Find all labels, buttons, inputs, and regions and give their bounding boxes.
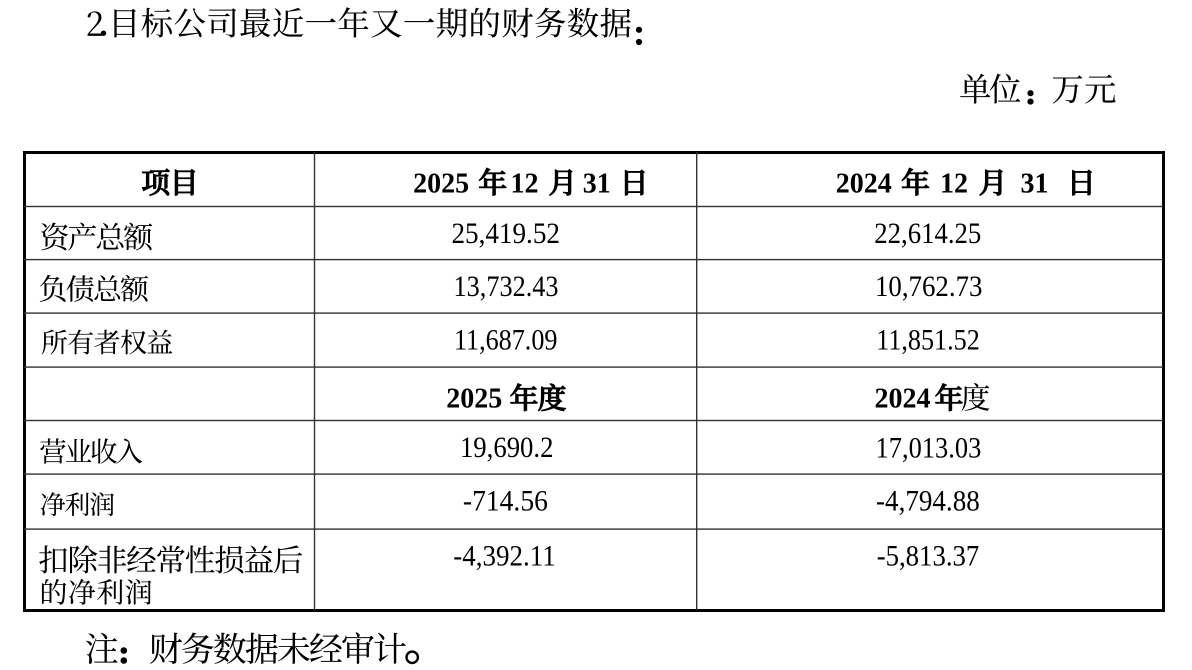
- svg-text:19,690.2: 19,690.2: [460, 432, 554, 464]
- svg-text:12: 12: [511, 169, 539, 200]
- svg-text:10,762.73: 10,762.73: [875, 271, 983, 303]
- svg-text:-4,794.88: -4,794.88: [876, 485, 980, 517]
- svg-text:17,013.03: 17,013.03: [876, 432, 982, 464]
- svg-text:-4,392.11: -4,392.11: [453, 541, 556, 573]
- svg-text:-5,813.37: -5,813.37: [877, 541, 980, 573]
- svg-text:-714.56: -714.56: [463, 485, 548, 517]
- svg-text:13,732.43: 13,732.43: [454, 271, 559, 303]
- svg-text:22,614.25: 22,614.25: [874, 218, 981, 250]
- svg-text:2025: 2025: [446, 383, 502, 414]
- svg-text:12: 12: [940, 169, 968, 200]
- svg-text:2024: 2024: [836, 169, 892, 200]
- svg-text:11,687.09: 11,687.09: [454, 325, 558, 357]
- svg-text:25,419.52: 25,419.52: [451, 218, 560, 250]
- svg-text:11,851.52: 11,851.52: [876, 325, 980, 357]
- svg-text:2025: 2025: [413, 169, 469, 200]
- svg-text:31: 31: [583, 169, 611, 200]
- svg-text:2024: 2024: [875, 383, 931, 414]
- svg-text:31: 31: [1021, 169, 1049, 200]
